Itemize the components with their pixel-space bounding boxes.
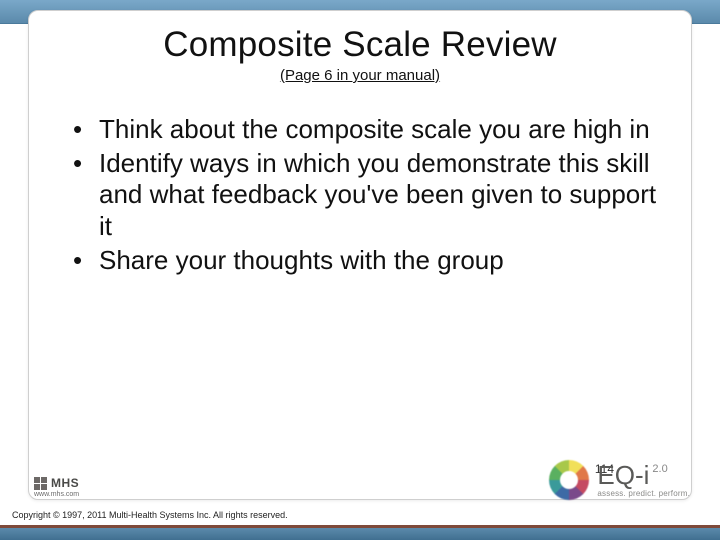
copyright-text: Copyright © 1997, 2011 Multi-Health Syst… — [12, 510, 288, 520]
mhs-logo: MHS — [34, 476, 79, 490]
eqi-tagline: assess. predict. perform. — [597, 490, 690, 498]
mhs-label: MHS — [51, 476, 79, 490]
slide: Composite Scale Review (Page 6 in your m… — [0, 0, 720, 540]
eqi-logo: EQ-i 2.0 assess. predict. perform. — [549, 460, 690, 500]
mhs-squares-icon — [34, 477, 47, 490]
content-card: Composite Scale Review (Page 6 in your m… — [28, 10, 692, 500]
eqi-name: EQ-i — [597, 462, 649, 488]
eqi-text-block: EQ-i 2.0 assess. predict. perform. — [597, 462, 690, 498]
bullet-item: Think about the composite scale you are … — [71, 114, 659, 146]
color-burst-icon — [549, 460, 589, 500]
mhs-url: www.mhs.com — [34, 491, 79, 498]
bullet-item: Identify ways in which you demonstrate t… — [71, 148, 659, 243]
bottom-accent-strip — [0, 528, 720, 540]
eqi-version: 2.0 — [652, 464, 667, 475]
slide-title: Composite Scale Review — [55, 25, 665, 65]
bullet-list: Think about the composite scale you are … — [55, 114, 665, 277]
slide-subtitle: (Page 6 in your manual) — [55, 67, 665, 84]
bullet-item: Share your thoughts with the group — [71, 245, 659, 277]
